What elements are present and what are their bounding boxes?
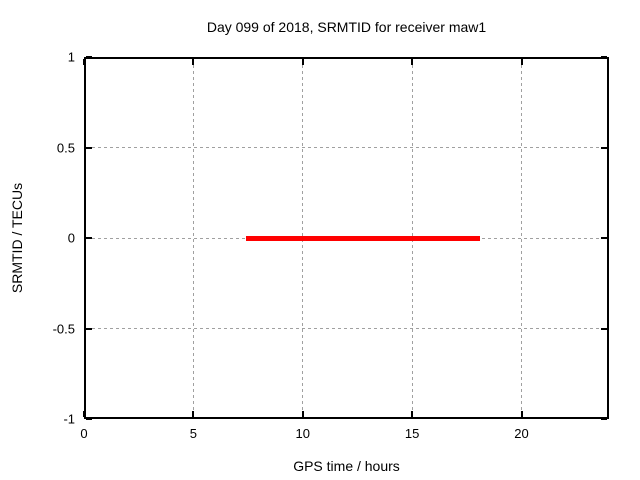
y-tick-label: 1 bbox=[67, 49, 75, 65]
y-gridline bbox=[86, 328, 607, 329]
y-tick-mark bbox=[86, 237, 92, 239]
y-tick-label: 0.5 bbox=[56, 140, 75, 155]
y-gridline bbox=[86, 147, 607, 148]
y-tick-mark bbox=[601, 418, 607, 420]
y-tick-mark bbox=[601, 56, 607, 58]
data-series-segment bbox=[245, 235, 480, 241]
x-tick-mark bbox=[411, 411, 414, 417]
x-tick-mark bbox=[192, 59, 195, 65]
x-tick-mark bbox=[83, 411, 85, 417]
x-tick-label: 10 bbox=[295, 426, 310, 441]
x-tick-mark bbox=[301, 59, 304, 65]
y-tick-mark bbox=[601, 327, 607, 330]
x-tick-mark bbox=[520, 59, 523, 65]
y-tick-mark bbox=[601, 146, 607, 149]
x-tick-mark bbox=[411, 59, 414, 65]
x-tick-mark bbox=[83, 59, 85, 65]
x-tick-label: 20 bbox=[514, 426, 529, 441]
y-tick-label: -1 bbox=[63, 411, 75, 427]
y-tick-mark bbox=[601, 237, 607, 239]
y-tick-mark bbox=[86, 146, 92, 149]
y-tick-mark bbox=[86, 418, 92, 420]
x-tick-label: 15 bbox=[404, 426, 420, 441]
x-tick-label: 0 bbox=[80, 426, 88, 441]
chart-title: Day 099 of 2018, SRMTID for receiver maw… bbox=[206, 19, 487, 35]
y-tick-label: -0.5 bbox=[52, 321, 75, 336]
y-tick-mark bbox=[86, 56, 92, 58]
x-axis-title: GPS time / hours bbox=[293, 458, 400, 474]
y-tick-label: 0 bbox=[67, 230, 75, 246]
x-tick-mark bbox=[192, 411, 195, 417]
x-tick-mark bbox=[520, 411, 523, 417]
y-tick-mark bbox=[86, 327, 92, 330]
x-tick-label: 5 bbox=[189, 426, 197, 441]
x-tick-mark bbox=[301, 411, 304, 417]
